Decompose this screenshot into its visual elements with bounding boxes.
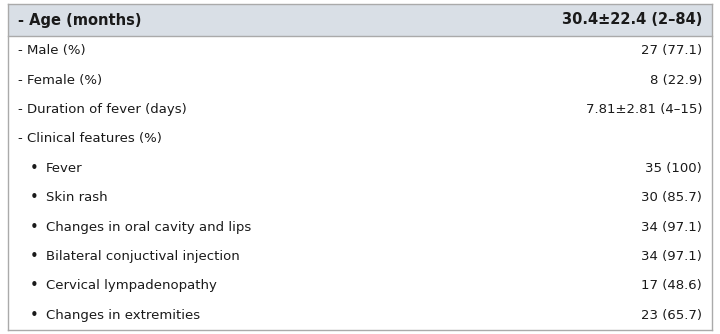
Text: 27 (77.1): 27 (77.1) <box>641 44 702 57</box>
Text: 23 (65.7): 23 (65.7) <box>641 309 702 322</box>
Text: •: • <box>30 161 39 176</box>
Text: 8 (22.9): 8 (22.9) <box>649 73 702 87</box>
Text: Changes in oral cavity and lips: Changes in oral cavity and lips <box>46 220 251 233</box>
Text: •: • <box>30 219 39 234</box>
Text: Skin rash: Skin rash <box>46 191 107 204</box>
Text: •: • <box>30 308 39 323</box>
Text: •: • <box>30 279 39 293</box>
Text: 34 (97.1): 34 (97.1) <box>641 250 702 263</box>
Text: - Female (%): - Female (%) <box>18 73 102 87</box>
Text: - Clinical features (%): - Clinical features (%) <box>18 132 162 145</box>
Text: - Age (months): - Age (months) <box>18 12 142 27</box>
Text: Bilateral conjuctival injection: Bilateral conjuctival injection <box>46 250 240 263</box>
Text: 7.81±2.81 (4–15): 7.81±2.81 (4–15) <box>585 103 702 116</box>
Text: - Duration of fever (days): - Duration of fever (days) <box>18 103 186 116</box>
Text: Changes in extremities: Changes in extremities <box>46 309 200 322</box>
Text: 30.4±22.4 (2–84): 30.4±22.4 (2–84) <box>562 12 702 27</box>
Text: 34 (97.1): 34 (97.1) <box>641 220 702 233</box>
Text: 35 (100): 35 (100) <box>645 162 702 175</box>
Text: - Male (%): - Male (%) <box>18 44 86 57</box>
Text: Cervical lympadenopathy: Cervical lympadenopathy <box>46 280 217 292</box>
Text: Fever: Fever <box>46 162 83 175</box>
Text: •: • <box>30 249 39 264</box>
Text: 17 (48.6): 17 (48.6) <box>642 280 702 292</box>
Text: 30 (85.7): 30 (85.7) <box>641 191 702 204</box>
Text: •: • <box>30 190 39 205</box>
Bar <box>8 4 712 36</box>
